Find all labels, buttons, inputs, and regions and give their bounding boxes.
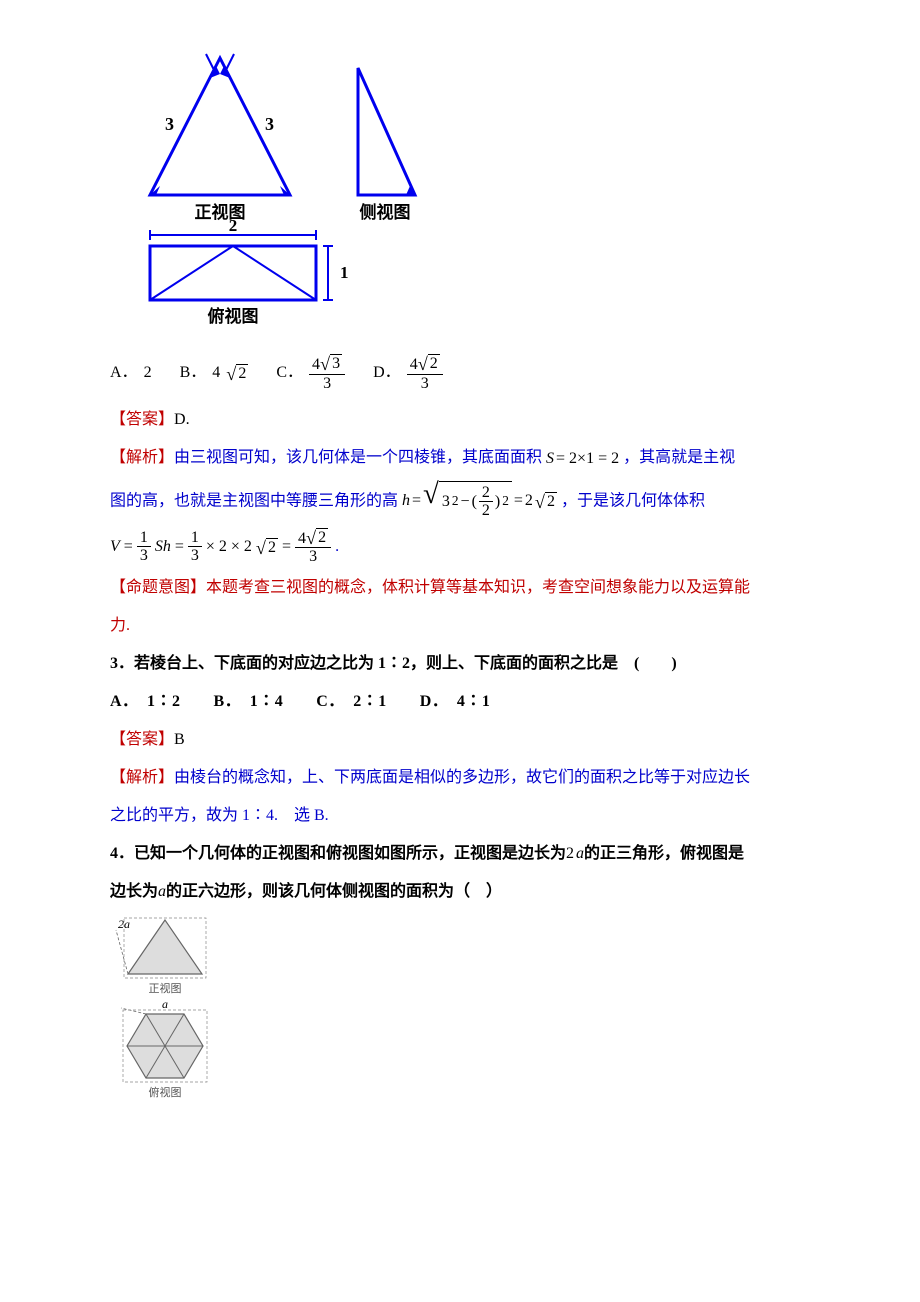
q4-top-view: a 俯视图	[121, 997, 207, 1099]
answer-label: 【答案】	[110, 411, 174, 428]
intent-text1: 本题考查三视图的概念，体积计算等基本知识，考查空间想象能力以及运算能	[206, 579, 750, 596]
q4-front-view: 2a 正视图	[116, 917, 206, 995]
front-view-label: 正视图	[195, 202, 246, 222]
q3-analysis-line2: 之比的平方，故为 1∶4. 选 B.	[110, 800, 830, 832]
q4-a-var: a	[158, 876, 166, 908]
q4-2a-var: a	[576, 838, 584, 870]
opt-c-label: C．	[276, 357, 303, 389]
opt-b-rad: 2	[236, 364, 248, 383]
q3-answer-value: B	[174, 731, 185, 748]
h-expression: h = √ 32 − ( 2 2 )2 = 2 √2	[402, 481, 557, 522]
analysis-line2-pre: 图的高，也就是主视图中等腰三角形的高	[110, 492, 398, 509]
front-view: 3 3 正视图	[150, 50, 290, 222]
opt-c-num-rad: 3	[330, 354, 342, 373]
opt-a-label: A．	[110, 357, 138, 389]
v-rn-coef: 4	[298, 530, 306, 547]
q2-option-a: A． 2	[110, 357, 152, 389]
top-height-label: 1	[340, 263, 349, 282]
q3-analysis-label: 【解析】	[110, 769, 174, 786]
analysis-post-s: ，其高就是主视	[623, 449, 735, 466]
h-fnum: 2	[479, 484, 493, 502]
q4-2a-coef: 2	[566, 838, 574, 870]
q2-analysis-line1: 【解析】由三视图可知，该几何体是一个四棱锥，其底面面积 S = 2×1 = 2 …	[110, 442, 830, 474]
q2-v-expression-line: V = 1 3 Sh = 1 3 × 2 × 2 √2 = 4√2 3 .	[110, 528, 830, 566]
h-res-rad: 2	[545, 492, 557, 511]
front-slant-right-label: 3	[265, 114, 274, 134]
s-expression: S = 2×1 = 2	[546, 443, 619, 475]
h-3exp: 2	[452, 494, 459, 509]
answer-value: D.	[174, 411, 190, 428]
v-f2d: 3	[188, 547, 202, 565]
analysis-line2-post: ，于是该几何体体积	[561, 492, 705, 509]
v-f1d: 3	[137, 547, 151, 565]
h-eq: =	[412, 485, 421, 517]
q4-front-label: 正视图	[149, 981, 182, 995]
q4-top-label: 俯视图	[149, 1085, 182, 1099]
analysis-pre-s: 由三视图可知，该几何体是一个四棱锥，其底面面积	[174, 449, 542, 466]
opt-b-label: B．	[180, 357, 207, 389]
q2-option-b: B． 4 √2	[180, 357, 249, 389]
s-eq: = 2×1 = 2	[556, 443, 619, 475]
v-sh: Sh	[155, 531, 171, 563]
front-slant-left-label: 3	[165, 114, 174, 134]
top-view: 2 1 俯视图	[150, 216, 349, 326]
opt-b-coef: 4	[212, 357, 220, 389]
h-fden: 2	[479, 502, 493, 520]
v-expression: V = 1 3 Sh = 1 3 × 2 × 2 √2 = 4√2 3	[110, 528, 331, 566]
opt-c-den: 3	[320, 375, 334, 393]
v-var: V	[110, 531, 120, 563]
q3-analysis-text1: 由棱台的概念知，上、下两底面是相似的多边形，故它们的面积之比等于对应边长	[174, 769, 750, 786]
top-view-label: 俯视图	[208, 306, 259, 326]
opt-d-den: 3	[418, 375, 432, 393]
v-tail: .	[335, 537, 339, 554]
q3-options: A． 1∶2 B． 1∶4 C． 2∶1 D． 4∶1	[110, 686, 830, 718]
q3-answer: 【答案】B	[110, 724, 830, 756]
three-view-svg: 3 3 正视图 侧视图 2 1	[110, 50, 420, 330]
q4-svg: 2a 正视图 a 俯视图	[110, 914, 230, 1104]
q3-stem: 3．若棱台上、下底面的对应边之比为 1∶2，则上、下底面的面积之比是 ( )	[110, 648, 830, 680]
q2-analysis-line2: 图的高，也就是主视图中等腰三角形的高 h = √ 32 − ( 2 2 )2 =…	[110, 481, 830, 522]
side-view-label: 侧视图	[360, 202, 411, 222]
q3-analysis-line1: 【解析】由棱台的概念知，上、下两底面是相似的多边形，故它们的面积之比等于对应边长	[110, 762, 830, 794]
h-minus: −	[461, 493, 470, 511]
q2-option-c: C． 4√3 3	[276, 354, 345, 392]
q2-intent-line2: 力.	[110, 610, 830, 642]
h-var: h	[402, 485, 410, 517]
h-3: 3	[442, 493, 450, 511]
opt-d-label: D．	[373, 357, 401, 389]
v-eq1: =	[124, 531, 133, 563]
h-res-coef: 2	[525, 485, 533, 517]
q4-stem-line1: 4．已知一个几何体的正视图和俯视图如图所示，正视图是边长为2a的正三角形，俯视图…	[110, 838, 830, 870]
v-f1n: 1	[137, 529, 151, 547]
intent-label: 【命题意图】	[110, 579, 206, 596]
opt-c-num-coef: 4	[312, 356, 320, 373]
opt-a-value: 2	[144, 357, 152, 389]
v-mul: × 2 × 2	[206, 531, 252, 563]
q4-stem-l2-post: 的正六边形，则该几何体侧视图的面积为（ ）	[166, 883, 502, 900]
q4-top-side-label: a	[162, 997, 168, 1011]
opt-d-num-coef: 4	[410, 356, 418, 373]
s-var: S	[546, 443, 554, 475]
h-outexp: 2	[502, 494, 509, 509]
q4-diagram: 2a 正视图 a 俯视图	[110, 914, 830, 1116]
q4-stem-pre: 4．已知一个几何体的正视图和俯视图如图所示，正视图是边长为	[110, 845, 566, 862]
q2-option-d: D． 4√2 3	[373, 354, 443, 392]
v-rn-rad: 2	[316, 528, 328, 547]
q2-three-view-diagram: 3 3 正视图 侧视图 2 1	[110, 50, 830, 342]
q2-intent-line1: 【命题意图】本题考查三视图的概念，体积计算等基本知识，考查空间想象能力以及运算能	[110, 572, 830, 604]
q4-stem-line2: 边长为a的正六边形，则该几何体侧视图的面积为（ ）	[110, 876, 830, 908]
opt-d-num-rad: 2	[428, 354, 440, 373]
analysis-label: 【解析】	[110, 449, 174, 466]
v-rd: 3	[306, 548, 320, 566]
v-rad2: 2	[266, 538, 278, 557]
q2-answer: 【答案】D.	[110, 404, 830, 436]
side-view: 侧视图	[358, 68, 415, 222]
v-f2n: 1	[188, 529, 202, 547]
q4-stem-mid: 的正三角形，俯视图是	[584, 845, 744, 862]
top-width-label: 2	[229, 216, 238, 235]
q2-options: A． 2 B． 4 √2 C． 4√3 3 D． 4√2 3	[110, 354, 830, 392]
q3-answer-label: 【答案】	[110, 731, 174, 748]
q4-stem-l2-pre: 边长为	[110, 883, 158, 900]
